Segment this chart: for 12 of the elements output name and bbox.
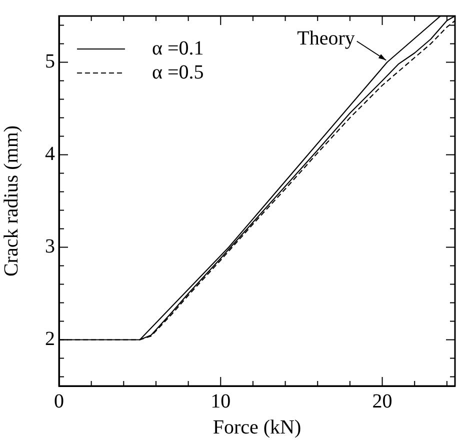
x-axis-title: Force (kN) [212, 416, 302, 438]
y-tick-label: 5 [45, 50, 55, 72]
x-tick-label: 10 [210, 390, 231, 412]
x-tick-label: 0 [54, 390, 64, 412]
y-tick-label: 4 [45, 143, 55, 165]
y-tick-label: 2 [45, 328, 55, 350]
y-tick-label: 3 [45, 236, 55, 258]
x-tick-label: 20 [372, 390, 392, 412]
legend-label: α =0.5 [152, 61, 204, 84]
annotation: Theory [297, 28, 355, 50]
y-axis-title: Crack radius (mm) [0, 125, 22, 277]
legend-label: α =0.1 [152, 37, 204, 60]
